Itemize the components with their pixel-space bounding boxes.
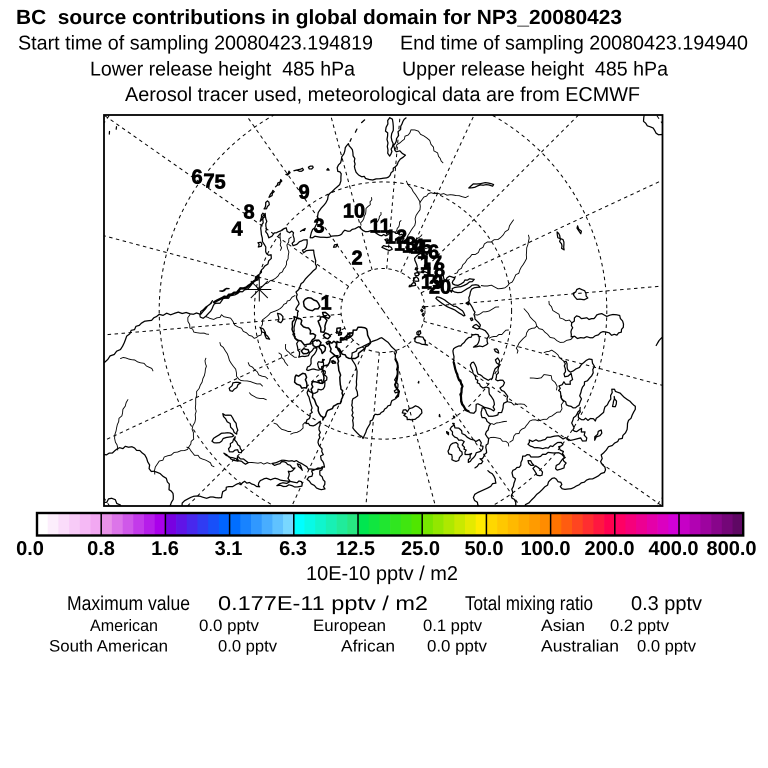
svg-text:0.1 pptv: 0.1 pptv <box>423 617 483 635</box>
svg-text:3: 3 <box>313 216 324 238</box>
svg-text:17: 17 <box>420 253 442 275</box>
svg-text:0.0 pptv: 0.0 pptv <box>218 638 278 656</box>
svg-text:European: European <box>313 617 386 635</box>
svg-text:14: 14 <box>402 236 425 258</box>
svg-text:0.8: 0.8 <box>87 538 115 560</box>
svg-text:BC source contributions in gl: BC source contributions in global domain… <box>16 6 622 29</box>
svg-text:10: 10 <box>343 201 365 223</box>
svg-text:100.0: 100.0 <box>520 538 570 560</box>
svg-text:6: 6 <box>191 167 202 189</box>
svg-text:End time of sampling 20080423.: End time of sampling 20080423.194940 <box>400 33 748 55</box>
svg-text:20: 20 <box>429 277 451 299</box>
svg-text:5: 5 <box>214 172 225 194</box>
svg-text:16: 16 <box>417 242 439 264</box>
svg-text:8: 8 <box>243 202 254 224</box>
svg-text:Maximum value: Maximum value <box>67 593 190 615</box>
svg-text:1: 1 <box>320 293 331 315</box>
svg-text:Aerosol tracer used, meteorolo: Aerosol tracer used, meteorological data… <box>125 84 640 106</box>
svg-text:12: 12 <box>385 227 407 249</box>
svg-text:African: African <box>341 638 395 656</box>
svg-text:South American: South American <box>49 638 168 656</box>
svg-text:6.3: 6.3 <box>279 538 307 560</box>
svg-text:Australian: Australian <box>541 638 619 656</box>
svg-text:12.5: 12.5 <box>336 538 375 560</box>
svg-text:15: 15 <box>410 237 432 259</box>
svg-text:50.0: 50.0 <box>465 538 504 560</box>
svg-text:18: 18 <box>423 260 445 282</box>
svg-text:0.0: 0.0 <box>16 538 44 560</box>
svg-text:19: 19 <box>421 272 443 294</box>
svg-text:7: 7 <box>203 171 214 193</box>
svg-text:Upper release height 485 hPa: Upper release height 485 hPa <box>402 59 669 81</box>
svg-text:11: 11 <box>369 216 390 238</box>
svg-text:2: 2 <box>351 248 362 270</box>
svg-text:Total mixing ratio: Total mixing ratio <box>465 593 593 615</box>
svg-text:13: 13 <box>394 234 416 256</box>
svg-text:0.0 pptv: 0.0 pptv <box>427 638 488 656</box>
svg-text:0.0 pptv: 0.0 pptv <box>637 638 697 656</box>
svg-text:400.0: 400.0 <box>648 538 698 560</box>
svg-text:1.6: 1.6 <box>151 538 179 560</box>
svg-text:9: 9 <box>298 182 309 204</box>
svg-text:25.0: 25.0 <box>401 538 440 560</box>
svg-text:3.1: 3.1 <box>215 538 243 560</box>
svg-text:Lower release height 485 hPa: Lower release height 485 hPa <box>90 59 356 81</box>
svg-text:10E-10 pptv / m2: 10E-10 pptv / m2 <box>306 563 458 585</box>
svg-text:American: American <box>90 617 158 635</box>
svg-text:0.2 pptv: 0.2 pptv <box>610 617 670 635</box>
svg-text:4: 4 <box>231 219 243 241</box>
svg-text:200.0: 200.0 <box>584 538 634 560</box>
svg-text:Start time of sampling 2008042: Start time of sampling 20080423.194819 <box>18 33 373 55</box>
svg-text:800.0: 800.0 <box>706 538 756 560</box>
svg-text:0.3 pptv: 0.3 pptv <box>631 593 702 615</box>
svg-text:0.177E-11 pptv / m2: 0.177E-11 pptv / m2 <box>218 593 428 615</box>
svg-text:0.0 pptv: 0.0 pptv <box>199 617 260 635</box>
svg-text:Asian: Asian <box>541 617 585 635</box>
